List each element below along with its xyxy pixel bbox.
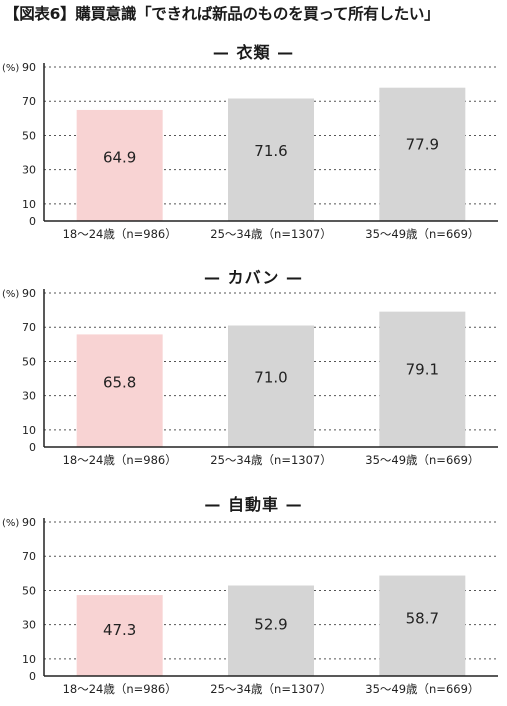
y-tick-label: 50 bbox=[22, 355, 36, 368]
y-tick-label: 30 bbox=[22, 164, 36, 177]
y-tick-label: 50 bbox=[22, 129, 36, 142]
bar-clothing-0 bbox=[76, 109, 163, 221]
chart-clothing: 64.9 18〜24歳（n=986） 71.6 25〜34歳（n=1307） 77.9 3… bbox=[2, 61, 498, 241]
y-tick-label: 90 bbox=[22, 516, 36, 529]
data-label: 52.9 bbox=[254, 615, 287, 633]
x-tick-label: 35〜49歳（n=669） bbox=[365, 682, 479, 696]
y-tick-label: 10 bbox=[22, 198, 36, 211]
y-tick-label: 90 bbox=[22, 61, 36, 74]
y-tick-label: 0 bbox=[29, 215, 36, 228]
chart-title-bag: — カバン — bbox=[204, 268, 303, 287]
x-tick-label: 18〜24歳（n=986） bbox=[63, 227, 177, 241]
x-tick-label: 25〜34歳（n=1307） bbox=[210, 227, 331, 241]
data-label: 47.3 bbox=[103, 621, 136, 639]
chart-car: 47.3 18〜24歳（n=986） 52.9 25〜34歳（n=1307） 58.7 3… bbox=[2, 516, 498, 696]
x-tick-label: 35〜49歳（n=669） bbox=[365, 227, 479, 241]
y-tick-label: 70 bbox=[22, 95, 36, 108]
bar-car-1 bbox=[228, 585, 314, 676]
y-tick-label: 30 bbox=[22, 390, 36, 403]
data-label: 77.9 bbox=[406, 136, 439, 154]
bar-clothing-1 bbox=[228, 98, 314, 221]
y-tick-label: 70 bbox=[22, 321, 36, 334]
y-axis-unit: (%) bbox=[2, 63, 19, 74]
figure-title: 【図表6】購買意識「できれば新品のものを買って所有したい」 bbox=[4, 5, 440, 23]
x-tick-label: 25〜34歳（n=1307） bbox=[210, 682, 331, 696]
chart-bag: 65.8 18〜24歳（n=986） 71.0 25〜34歳（n=1307） 79.1 3… bbox=[2, 287, 498, 467]
y-tick-label: 0 bbox=[29, 670, 36, 683]
y-tick-label: 90 bbox=[22, 287, 36, 300]
y-tick-label: 10 bbox=[22, 653, 36, 666]
data-label: 65.8 bbox=[103, 374, 136, 392]
x-tick-label: 35〜49歳（n=669） bbox=[365, 453, 479, 467]
bar-bag-2 bbox=[379, 311, 466, 447]
y-tick-label: 0 bbox=[29, 441, 36, 454]
data-label: 71.6 bbox=[254, 142, 287, 160]
y-axis-unit: (%) bbox=[2, 518, 19, 529]
bar-bag-1 bbox=[228, 325, 314, 447]
data-label: 58.7 bbox=[406, 610, 439, 628]
chart-title-car: — 自動車 — bbox=[204, 495, 303, 514]
bar-car-2 bbox=[379, 575, 466, 676]
y-tick-label: 30 bbox=[22, 619, 36, 632]
y-tick-label: 50 bbox=[22, 584, 36, 597]
y-tick-label: 70 bbox=[22, 550, 36, 563]
data-label: 64.9 bbox=[103, 149, 136, 167]
x-tick-label: 25〜34歳（n=1307） bbox=[210, 453, 331, 467]
x-tick-label: 18〜24歳（n=986） bbox=[63, 682, 177, 696]
x-tick-label: 18〜24歳（n=986） bbox=[63, 453, 177, 467]
y-axis-unit: (%) bbox=[2, 289, 19, 300]
bar-bag-0 bbox=[76, 334, 163, 447]
chart-title-clothing: — 衣類 — bbox=[212, 43, 295, 62]
data-label: 79.1 bbox=[406, 360, 439, 378]
bar-car-0 bbox=[76, 595, 163, 676]
y-tick-label: 10 bbox=[22, 424, 36, 437]
data-label: 71.0 bbox=[254, 369, 287, 387]
bar-clothing-2 bbox=[379, 87, 466, 222]
